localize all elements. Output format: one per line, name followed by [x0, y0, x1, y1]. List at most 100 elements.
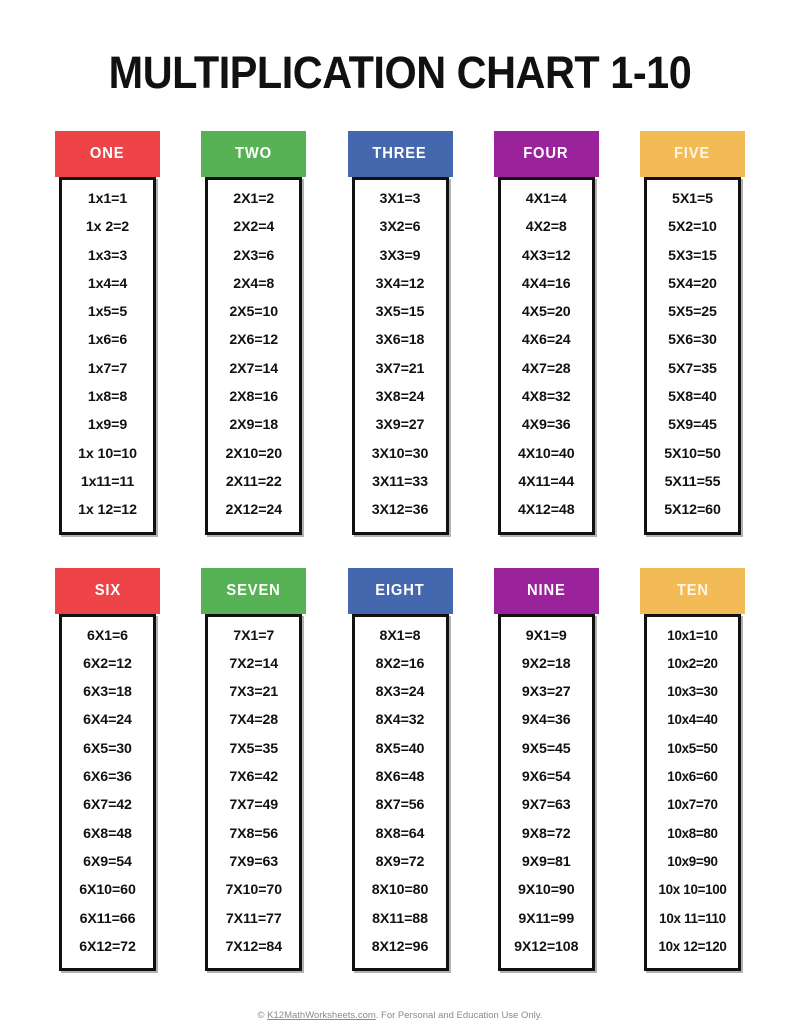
- table-header-label: NINE: [526, 581, 566, 599]
- table-body-one: 1x1=1 1x 2=2 1x3=3 1x4=4 1x5=5 1x6=6 1x7=7 1x8=…: [59, 177, 156, 535]
- table-row: 9X9=81: [521, 853, 571, 870]
- table-row: 9X4=36: [521, 712, 571, 729]
- table-row: 9X10=90: [517, 882, 575, 899]
- table-header-one: ONE: [55, 131, 160, 177]
- table-card-ten: TEN 10x1=10 10x2=20 10x3=30 10x4=40 10x5=50 10…: [640, 567, 745, 972]
- table-header-label: ONE: [90, 145, 125, 162]
- table-row: 6X12=72: [79, 938, 136, 955]
- table-row: 7X5=35: [229, 740, 279, 757]
- table-row: 9X8=72: [521, 825, 571, 842]
- table-row: 1x7=7: [87, 360, 128, 377]
- table-row: 5X11=55: [664, 473, 721, 490]
- table-row: 1x3=3: [87, 247, 128, 264]
- table-row: 8X6=48: [375, 769, 425, 786]
- table-body-five: 5X1=5 5X2=10 5X3=15 5X4=20 5X5=25 5X6=30 5X7=3…: [644, 177, 741, 535]
- multiplication-tables-grid: ONE 1x1=1 1x 2=2 1x3=3 1x4=4 1x5=5 1x6=6 1x7=7 1…: [55, 95, 745, 972]
- tables-row-2: SIX 6X1=6 6X2=12 6X3=18 6X4=24 6X5=30 6X6=36 6X…: [55, 567, 745, 972]
- table-row: 1x8=8: [87, 389, 128, 406]
- table-body-nine: 9X1=9 9X2=18 9X3=27 9X4=36 9X5=45 9X6=54 9X7=6…: [497, 613, 595, 972]
- table-row: 2X9=18: [229, 417, 279, 434]
- table-card-two: TWO 2X1=2 2X2=4 2X3=6 2X4=8 2X5=10 2X6=12 2X7=1…: [201, 131, 307, 535]
- footer-website-link[interactable]: K12MathWorksheets.com: [267, 1010, 376, 1021]
- table-row: 3X7=21: [375, 360, 425, 377]
- table-card-five: FIVE 5X1=5 5X2=10 5X3=15 5X4=20 5X5=25 5X6=30 5…: [640, 131, 745, 535]
- table-row: 8X2=16: [375, 655, 425, 672]
- table-row: 8X1=8: [379, 627, 421, 644]
- table-row: 2X3=6: [233, 247, 275, 264]
- footer-usage-text: . For Personal and Education Use Only.: [375, 1010, 543, 1021]
- table-row: 3X8=24: [375, 389, 425, 406]
- table-row: 3X11=33: [372, 473, 428, 490]
- table-row: 8X7=56: [375, 797, 425, 814]
- table-row: 1x5=5: [87, 304, 128, 321]
- table-row: 5X9=45: [668, 417, 717, 434]
- table-row: 8X9=72: [375, 853, 425, 870]
- table-row: 10x6=60: [667, 769, 718, 785]
- table-row: 1x11=11: [80, 473, 135, 490]
- table-row: 2X11=22: [225, 473, 282, 490]
- table-row: 1x4=4: [87, 275, 128, 292]
- table-header-label: SEVEN: [226, 581, 281, 599]
- table-row: 5X12=60: [664, 502, 721, 519]
- table-row: 9X12=108: [514, 938, 579, 955]
- table-row: 6X4=24: [83, 712, 132, 729]
- table-row: 6X11=66: [79, 910, 136, 927]
- table-header-eight: EIGHT: [347, 567, 453, 614]
- table-row: 10x9=90: [667, 853, 718, 869]
- table-row: 8X10=80: [371, 882, 429, 899]
- table-row: 6X6=36: [83, 769, 132, 786]
- table-row: 7X7=49: [229, 797, 279, 814]
- table-header-nine: NINE: [493, 567, 599, 614]
- footer-copyright-symbol: ©: [257, 1010, 265, 1021]
- table-row: 2X7=14: [229, 360, 279, 377]
- table-row: 5X6=30: [668, 332, 717, 349]
- table-row: 9X5=45: [521, 740, 571, 757]
- table-row: 3X5=15: [375, 304, 425, 321]
- table-row: 10x 11=110: [659, 910, 726, 926]
- page-title: MULTIPLICATION CHART 1-10: [108, 47, 692, 98]
- table-row: 2X12=24: [225, 502, 282, 519]
- table-row: 10x 12=120: [658, 938, 727, 954]
- table-row: 7X9=63: [229, 853, 279, 870]
- table-card-one: ONE 1x1=1 1x 2=2 1x3=3 1x4=4 1x5=5 1x6=6 1x7=7 1…: [55, 131, 160, 535]
- table-row: 10x5=50: [667, 740, 718, 756]
- table-body-two: 2X1=2 2X2=4 2X3=6 2X4=8 2X5=10 2X6=12 2X7=14 2X…: [205, 177, 303, 535]
- table-header-ten: TEN: [640, 567, 745, 614]
- table-row: 1x1=1: [87, 191, 128, 207]
- table-row: 4X6=24: [521, 332, 571, 349]
- table-header-label: SIX: [94, 581, 121, 599]
- table-row: 7X3=21: [229, 684, 279, 701]
- table-row: 10x2=20: [667, 655, 718, 671]
- table-row: 8X11=88: [372, 910, 428, 927]
- table-row: 1x 10=10: [78, 445, 137, 462]
- table-row: 7X4=28: [229, 712, 279, 729]
- table-row: 2X5=10: [229, 304, 279, 321]
- table-row: 3X10=30: [371, 445, 429, 462]
- table-row: 4X10=40: [517, 445, 575, 462]
- table-header-label: TEN: [676, 581, 709, 599]
- table-body-ten: 10x1=10 10x2=20 10x3=30 10x4=40 10x5=50 10x6=…: [644, 613, 741, 972]
- table-header-two: TWO: [201, 131, 307, 177]
- table-header-label: FOUR: [523, 145, 569, 162]
- table-row: 3X12=36: [371, 502, 429, 519]
- table-row: 2X6=12: [229, 332, 279, 349]
- table-card-nine: NINE 9X1=9 9X2=18 9X3=27 9X4=36 9X5=45 9X6=54 9…: [493, 567, 599, 972]
- table-row: 5X8=40: [668, 389, 717, 406]
- table-row: 8X3=24: [375, 684, 425, 701]
- table-card-four: FOUR 4X1=4 4X2=8 4X3=12 4X4=16 4X5=20 4X6=24 4X…: [493, 131, 599, 535]
- table-row: 4X12=48: [517, 502, 575, 519]
- table-card-eight: EIGHT 8X1=8 8X2=16 8X3=24 8X4=32 8X5=40 8X6=48…: [347, 567, 453, 972]
- table-body-seven: 7X1=7 7X2=14 7X3=21 7X4=28 7X5=35 7X6=42 7X7=4…: [205, 613, 303, 972]
- table-header-three: THREE: [347, 131, 453, 177]
- table-row: 4X11=44: [518, 473, 575, 490]
- table-row: 1x 12=12: [78, 502, 137, 519]
- table-header-four: FOUR: [493, 131, 599, 177]
- table-row: 2X4=8: [233, 275, 275, 292]
- table-row: 4X5=20: [521, 304, 571, 321]
- table-row: 9X11=99: [518, 910, 575, 927]
- table-row: 10x7=70: [667, 797, 718, 813]
- table-row: 5X10=50: [664, 445, 721, 462]
- table-row: 5X5=25: [668, 304, 717, 321]
- table-row: 9X1=9: [525, 627, 567, 644]
